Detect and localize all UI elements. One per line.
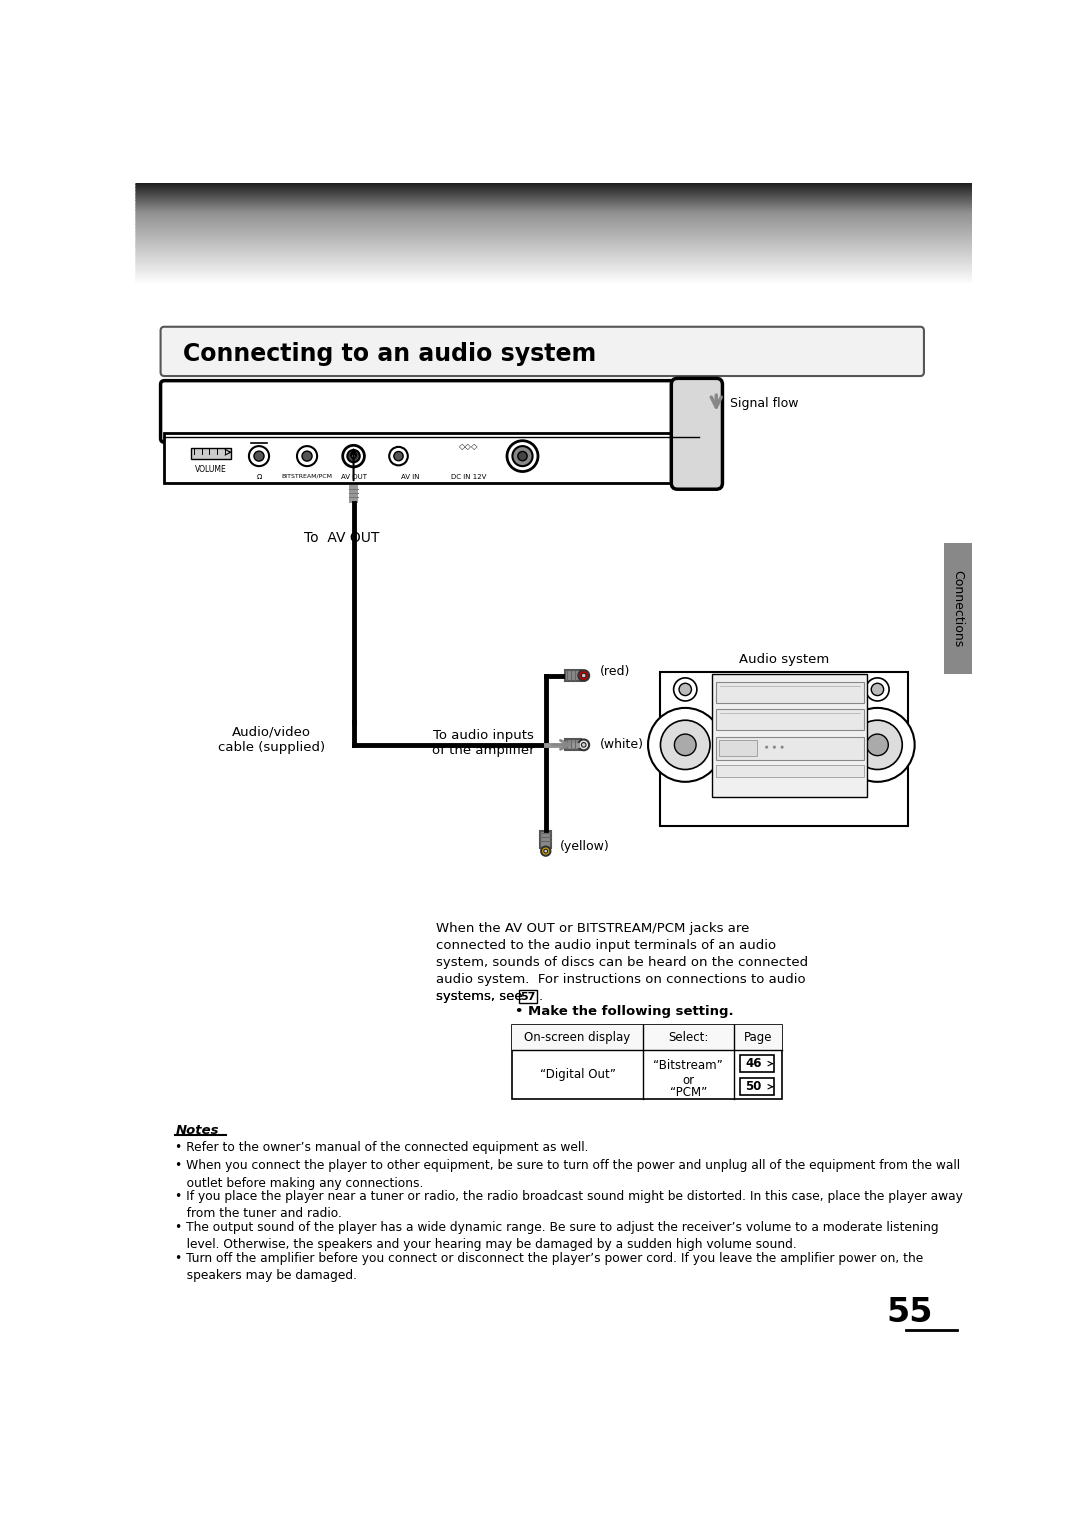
Text: 46: 46 <box>745 1057 761 1071</box>
Text: ◇◇◇: ◇◇◇ <box>459 442 478 451</box>
Circle shape <box>773 746 775 749</box>
Bar <box>565 670 581 681</box>
Circle shape <box>302 451 312 461</box>
Text: (white): (white) <box>600 739 644 751</box>
Text: “Digital Out”: “Digital Out” <box>540 1068 616 1081</box>
Bar <box>164 433 699 483</box>
Bar <box>716 682 864 704</box>
Bar <box>718 740 757 755</box>
Text: “PCM”: “PCM” <box>670 1086 707 1100</box>
Circle shape <box>872 684 883 696</box>
Bar <box>944 544 972 675</box>
Text: To audio inputs
of the amplifier: To audio inputs of the amplifier <box>432 730 535 757</box>
Text: (red): (red) <box>600 666 631 678</box>
Text: • The output sound of the player has a wide dynamic range. Be sure to adjust the: • The output sound of the player has a w… <box>175 1221 939 1252</box>
Circle shape <box>348 449 360 463</box>
Circle shape <box>661 720 710 769</box>
Circle shape <box>674 734 697 755</box>
Circle shape <box>248 446 269 466</box>
FancyBboxPatch shape <box>518 990 537 1002</box>
FancyBboxPatch shape <box>740 1055 773 1072</box>
Circle shape <box>581 743 586 748</box>
Text: “Bitstream”: “Bitstream” <box>653 1058 724 1072</box>
Text: Audio/video
cable (supplied): Audio/video cable (supplied) <box>218 725 325 754</box>
Text: DC IN 12V: DC IN 12V <box>450 474 486 480</box>
Bar <box>661 672 908 825</box>
Text: • Turn off the amplifier before you connect or disconnect the player’s power cor: • Turn off the amplifier before you conn… <box>175 1252 923 1282</box>
Text: BITSTREAM/PCM: BITSTREAM/PCM <box>282 474 333 478</box>
Text: To  AV OUT: To AV OUT <box>303 532 379 545</box>
Circle shape <box>866 734 889 755</box>
Text: 50: 50 <box>745 1080 761 1094</box>
FancyBboxPatch shape <box>672 378 723 489</box>
Text: Select:: Select: <box>669 1031 708 1043</box>
Text: When the AV OUT or BITSTREAM/PCM jacks are: When the AV OUT or BITSTREAM/PCM jacks a… <box>435 921 750 935</box>
Circle shape <box>394 451 403 461</box>
Text: connected to the audio input terminals of an audio: connected to the audio input terminals o… <box>435 938 775 952</box>
Text: Page: Page <box>744 1031 772 1043</box>
Circle shape <box>578 670 590 681</box>
Bar <box>716 765 864 777</box>
Text: Ω: Ω <box>256 474 261 480</box>
Text: Connections: Connections <box>951 570 964 647</box>
Text: VOLUME: VOLUME <box>195 465 227 474</box>
Circle shape <box>765 746 768 749</box>
Text: AV OUT: AV OUT <box>340 474 366 480</box>
Circle shape <box>581 673 586 678</box>
Text: 55: 55 <box>887 1296 933 1328</box>
Circle shape <box>544 850 548 853</box>
Bar <box>512 1025 782 1100</box>
Text: or: or <box>683 1074 694 1087</box>
Text: Notes: Notes <box>175 1124 219 1136</box>
Circle shape <box>389 446 408 466</box>
Circle shape <box>781 746 784 749</box>
Circle shape <box>342 445 364 468</box>
Text: audio system.  For instructions on connections to audio: audio system. For instructions on connec… <box>435 973 806 985</box>
Circle shape <box>351 454 356 458</box>
Text: • If you place the player near a tuner or radio, the radio broadcast sound might: • If you place the player near a tuner o… <box>175 1189 963 1220</box>
Text: • Refer to the owner’s manual of the connected equipment as well.: • Refer to the owner’s manual of the con… <box>175 1141 589 1153</box>
Circle shape <box>517 451 527 461</box>
Circle shape <box>648 708 723 781</box>
Bar <box>716 737 864 760</box>
Text: Signal flow: Signal flow <box>730 398 799 410</box>
Circle shape <box>512 446 532 466</box>
Bar <box>565 740 581 751</box>
FancyBboxPatch shape <box>740 1078 773 1095</box>
Text: systems, see: systems, see <box>435 990 527 1002</box>
Circle shape <box>674 678 697 701</box>
Text: .: . <box>539 990 543 1002</box>
FancyBboxPatch shape <box>161 327 924 376</box>
Text: Audio system: Audio system <box>740 652 829 666</box>
Bar <box>349 484 359 503</box>
Circle shape <box>852 720 902 769</box>
Text: 57: 57 <box>521 991 536 1002</box>
Circle shape <box>507 440 538 472</box>
Text: system, sounds of discs can be heard on the connected: system, sounds of discs can be heard on … <box>435 956 808 969</box>
Bar <box>512 1025 782 1049</box>
Text: • When you connect the player to other equipment, be sure to turn off the power : • When you connect the player to other e… <box>175 1159 960 1189</box>
Bar <box>540 832 551 848</box>
Text: • Make the following setting.: • Make the following setting. <box>515 1005 733 1017</box>
Circle shape <box>679 684 691 696</box>
Circle shape <box>578 740 590 751</box>
Text: AV IN: AV IN <box>401 474 419 480</box>
Bar <box>191 448 231 460</box>
Circle shape <box>297 446 318 466</box>
Circle shape <box>840 708 915 781</box>
FancyBboxPatch shape <box>161 381 703 442</box>
Bar <box>713 675 867 797</box>
Bar <box>716 708 864 730</box>
Circle shape <box>254 451 264 461</box>
Circle shape <box>866 678 889 701</box>
Circle shape <box>541 847 551 856</box>
Text: systems, see: systems, see <box>435 990 527 1002</box>
Text: On-screen display: On-screen display <box>525 1031 631 1043</box>
Text: Connecting to an audio system: Connecting to an audio system <box>183 341 596 366</box>
Text: (yellow): (yellow) <box>559 841 609 853</box>
